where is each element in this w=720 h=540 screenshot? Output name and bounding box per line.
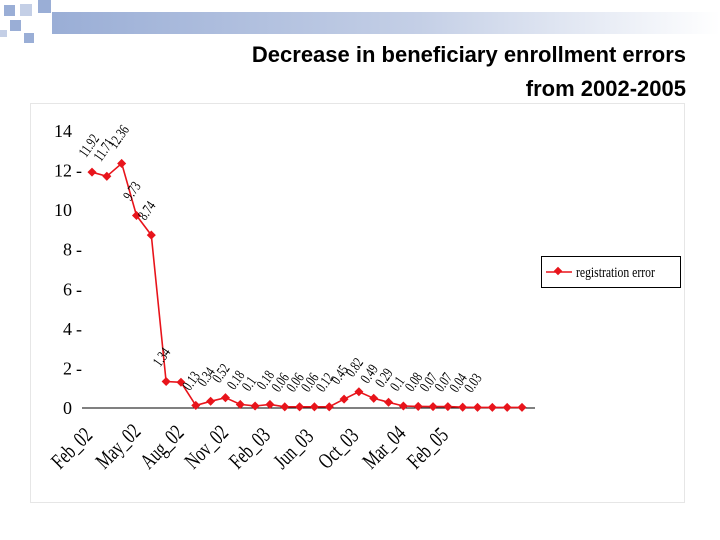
- data-point: [250, 401, 260, 411]
- data-label: 0.03: [460, 370, 485, 396]
- y-tick-label: 4: [63, 319, 72, 339]
- data-point: [324, 402, 334, 412]
- data-point: [191, 400, 201, 410]
- x-tick-label: Feb_03: [225, 423, 276, 474]
- x-tick-label: Mar_04: [358, 421, 411, 474]
- data-point: [235, 399, 245, 409]
- x-tick-label: Nov_02: [180, 421, 233, 474]
- legend-label: registration error: [576, 264, 655, 281]
- y-tick-label: 10: [54, 200, 72, 220]
- data-point: [502, 402, 512, 412]
- data-label: 8.74: [134, 197, 159, 223]
- data-point: [428, 402, 438, 412]
- data-point: [384, 397, 394, 407]
- data-point: [131, 210, 142, 221]
- data-labels: 11.9211.7112.369.738.741.340.130.340.520…: [75, 121, 486, 395]
- title-line-2: from 2002-2005: [525, 76, 686, 101]
- y-tick-label: 6: [63, 279, 72, 299]
- data-point: [472, 402, 483, 412]
- slide-title: Decrease in beneficiary enrollment error…: [86, 38, 686, 106]
- y-tick-mark: -: [76, 319, 82, 339]
- data-point: [206, 396, 216, 406]
- data-point: [220, 393, 230, 403]
- data-point: [413, 401, 423, 411]
- x-ticks: Feb_02May_02Aug_02Nov_02Feb_03Jun_03Oct_…: [47, 420, 453, 474]
- legend: registration error: [541, 256, 681, 288]
- y-tick-mark: -: [76, 161, 82, 181]
- x-tick-label: May_02: [91, 420, 145, 474]
- data-label: 9.73: [119, 178, 144, 204]
- data-point: [309, 402, 319, 412]
- data-point: [517, 402, 527, 412]
- data-point: [87, 167, 97, 177]
- data-point: [161, 376, 171, 387]
- data-point: [354, 387, 364, 397]
- x-tick-label: Feb_02: [47, 423, 98, 474]
- x-tick-label: Jun_03: [269, 425, 318, 474]
- title-line-1: Decrease in beneficiary enrollment error…: [251, 42, 686, 67]
- data-point: [443, 402, 453, 412]
- data-point: [458, 402, 468, 412]
- x-tick-label: Feb_05: [403, 423, 454, 474]
- corner-decoration: [0, 0, 60, 60]
- y-tick-label: 12: [54, 161, 72, 181]
- data-point: [295, 402, 305, 412]
- data-point: [369, 393, 379, 403]
- data-point: [398, 401, 408, 411]
- legend-marker: [553, 266, 563, 276]
- data-point: [339, 394, 349, 404]
- data-point: [117, 158, 127, 168]
- y-tick-label: 2: [63, 358, 72, 378]
- y-tick-mark: -: [76, 358, 82, 378]
- data-point: [146, 230, 156, 240]
- x-tick-label: Aug_02: [136, 421, 189, 474]
- y-tick-mark: -: [76, 279, 82, 299]
- header-bar-decoration: [52, 12, 720, 34]
- chart-frame: [30, 103, 685, 503]
- data-point: [176, 377, 186, 387]
- data-point: [102, 171, 112, 181]
- y-tick-label: 8: [63, 240, 72, 260]
- data-point: [487, 402, 497, 412]
- x-tick-label: Oct_03: [314, 424, 364, 474]
- y-tick-mark: -: [76, 240, 82, 260]
- y-tick-label: 14: [54, 121, 72, 141]
- y-tick-label: 0: [63, 398, 72, 418]
- data-point: [280, 402, 290, 412]
- data-label: 1.34: [149, 344, 174, 370]
